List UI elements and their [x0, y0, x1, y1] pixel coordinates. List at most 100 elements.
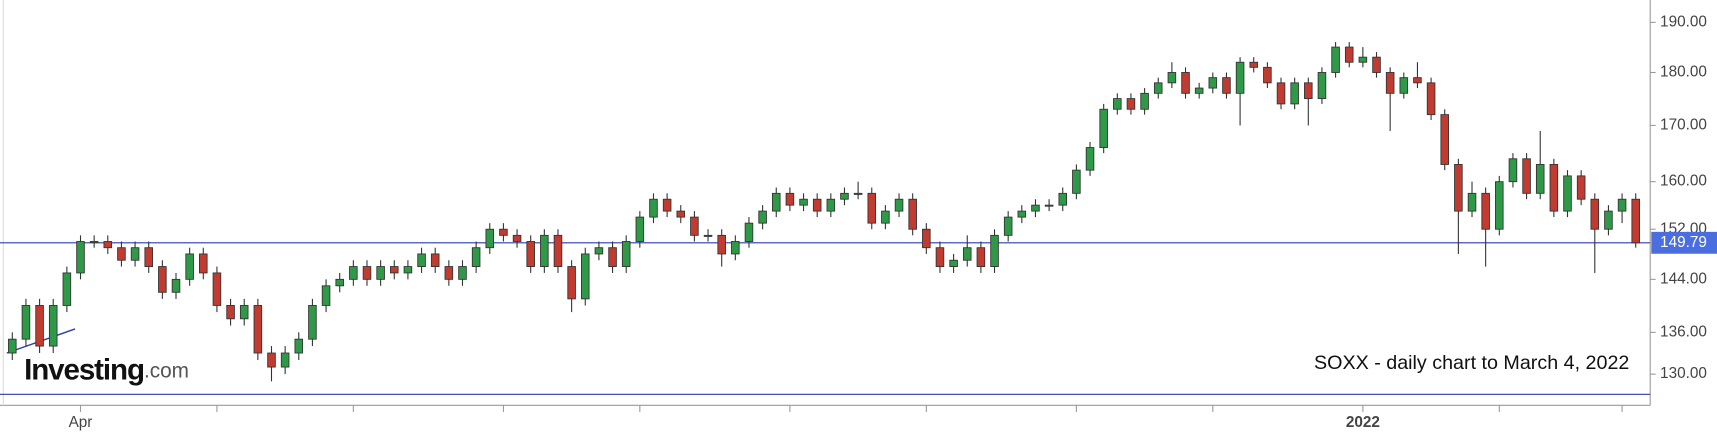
- candle-body: [158, 266, 167, 293]
- candle-body: [717, 234, 726, 255]
- candle-body: [799, 198, 808, 206]
- candle-body: [458, 266, 467, 280]
- candle-body: [1385, 72, 1395, 94]
- candle-body: [1222, 77, 1231, 94]
- candle-body: [89, 241, 99, 244]
- candle-body: [199, 253, 208, 274]
- candle-body: [1372, 56, 1381, 73]
- candle-body: [1331, 46, 1340, 73]
- candle-body: [1604, 210, 1613, 230]
- y-tick-label: 170.00: [1660, 117, 1707, 134]
- candle-body: [785, 192, 795, 206]
- annotation: SOXX - daily chart to March 4, 2022: [1314, 352, 1629, 374]
- y-tick-label: 144.00: [1660, 270, 1707, 287]
- candle-body: [35, 305, 44, 347]
- candle-body: [703, 234, 713, 237]
- candle-body: [1126, 98, 1136, 110]
- candle-body: [526, 241, 535, 267]
- candle-body: [48, 305, 58, 347]
- candle-body: [1454, 164, 1463, 212]
- candle-body: [662, 198, 672, 212]
- candle-body: [76, 241, 85, 274]
- candle-body: [185, 253, 194, 280]
- candle-body: [1481, 192, 1490, 230]
- candle-body: [1344, 46, 1354, 63]
- candle-body: [1495, 181, 1504, 230]
- candle-body: [922, 228, 931, 249]
- brand: Investing.com: [24, 353, 189, 386]
- candle-body: [1508, 158, 1518, 183]
- candle-body: [1631, 198, 1640, 244]
- candle-body: [894, 198, 904, 212]
- brand-suffix: .com: [144, 359, 189, 382]
- candle-body: [826, 198, 836, 212]
- y-tick-label: 190.00: [1660, 13, 1707, 30]
- candle-body: [635, 216, 645, 242]
- candle-body: [908, 198, 917, 230]
- candle-body: [1276, 82, 1286, 105]
- candle-body: [1399, 77, 1409, 94]
- candle-body: [1167, 72, 1177, 84]
- x-tick-label: 2022: [1346, 414, 1380, 431]
- candle-body: [430, 253, 440, 267]
- candle-body: [144, 247, 153, 267]
- candle-body: [1017, 210, 1027, 218]
- last-price-label: 149.79: [1660, 234, 1707, 251]
- candle-body: [1058, 192, 1068, 206]
- candle-body: [226, 305, 235, 320]
- y-tick-label: 130.00: [1660, 365, 1707, 382]
- candle-body: [117, 247, 126, 261]
- candle-body: [580, 253, 590, 300]
- candle-body: [1235, 61, 1245, 94]
- candle-body: [1099, 108, 1108, 148]
- candle-body: [8, 338, 17, 354]
- candle-body: [1617, 198, 1627, 212]
- candle-body: [867, 192, 877, 224]
- candle-body: [1140, 92, 1149, 110]
- brand-name: Investing: [24, 353, 144, 386]
- candle-body: [1317, 72, 1327, 100]
- y-tick-label: 180.00: [1660, 64, 1707, 81]
- candle-body: [1535, 164, 1545, 194]
- candle-body: [294, 338, 304, 354]
- candle-body: [1003, 216, 1013, 236]
- candle-body: [949, 259, 958, 267]
- candle-body: [1263, 66, 1272, 84]
- candle-body: [1290, 82, 1299, 105]
- candle-body: [1563, 175, 1572, 212]
- candle-body: [1181, 72, 1190, 94]
- candle-body: [376, 266, 385, 280]
- candle-body: [130, 247, 140, 261]
- last-price-box: [1651, 231, 1717, 254]
- candle-body: [1153, 82, 1163, 94]
- candle-body: [1522, 158, 1531, 194]
- candle-body: [676, 210, 686, 218]
- candle-body: [417, 253, 426, 267]
- candle-body: [1113, 98, 1122, 110]
- candle-body: [308, 305, 317, 340]
- candle-body: [758, 210, 767, 224]
- candle-body: [171, 278, 181, 293]
- candle-body: [1085, 147, 1095, 171]
- candle-body: [512, 234, 522, 242]
- candle-body: [1590, 198, 1600, 230]
- candle-body: [840, 192, 849, 200]
- candle-body: [1304, 82, 1313, 100]
- candle-body: [540, 234, 549, 267]
- candle-body: [403, 266, 413, 274]
- candle-body: [1467, 192, 1477, 212]
- candle-body: [212, 272, 222, 306]
- x-tick-label: Apr: [69, 414, 93, 431]
- candle-body: [1549, 164, 1559, 212]
- candle-body: [881, 210, 890, 224]
- candle-body: [594, 247, 604, 255]
- candle-body: [335, 278, 344, 287]
- candle-body: [649, 198, 658, 218]
- candle-body: [21, 305, 31, 340]
- candle-body: [1413, 77, 1422, 84]
- candle-body: [812, 198, 822, 212]
- candle-body: [280, 352, 290, 368]
- candle-body: [853, 192, 863, 195]
- candle-body: [499, 228, 508, 236]
- candle-body: [1031, 204, 1040, 212]
